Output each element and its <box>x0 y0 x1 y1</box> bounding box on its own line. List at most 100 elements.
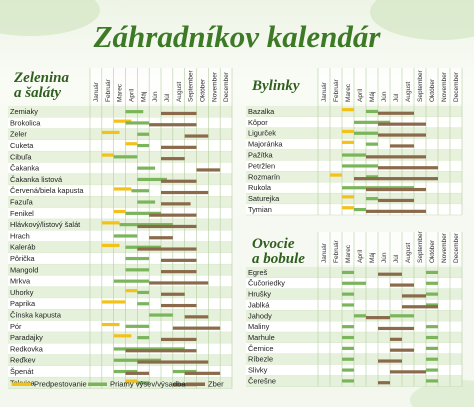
activity-bar <box>137 360 209 364</box>
row-name: Paprika <box>10 299 36 308</box>
activity-bar <box>390 144 414 148</box>
row-name: Bazalka <box>248 107 275 116</box>
month-label: Január <box>321 81 328 102</box>
activity-bar <box>390 283 414 287</box>
activity-bar <box>330 173 342 177</box>
month-label: August <box>176 82 183 102</box>
activity-bar <box>137 177 167 182</box>
row-name: Čerešne <box>248 376 276 385</box>
activity-bar <box>378 133 426 137</box>
row-name: Čakanka <box>10 164 40 173</box>
activity-bar <box>184 371 221 375</box>
row-name: Zeler <box>10 130 27 139</box>
month-label: November <box>441 71 448 102</box>
activity-bar <box>426 270 438 275</box>
leaf-decoration <box>370 0 474 40</box>
row-name: Hlávkový/listový šalát <box>10 220 80 229</box>
activity-bar <box>354 207 366 212</box>
activity-bar <box>184 315 209 319</box>
row-background <box>8 185 232 197</box>
activity-bar <box>342 195 354 199</box>
activity-bar <box>149 213 197 217</box>
activity-bar <box>426 379 438 383</box>
month-label: Február <box>333 239 340 263</box>
month-label: December <box>223 71 230 102</box>
legend-swatch <box>186 382 205 386</box>
activity-bar <box>161 111 197 116</box>
activity-bar <box>184 134 209 138</box>
month-label: Október <box>199 78 206 102</box>
row-name: Pažítka <box>248 151 274 160</box>
month-label: Máj <box>140 92 147 102</box>
activity-bar <box>378 272 402 276</box>
activity-bar <box>137 143 150 148</box>
activity-bar <box>426 357 438 361</box>
row-name: Cibuľa <box>10 152 32 161</box>
activity-bar <box>378 198 414 203</box>
activity-bar <box>342 186 414 190</box>
legend-label: Priamy výsev/výsadba <box>110 380 186 389</box>
month-label: November <box>441 232 448 263</box>
activity-bar <box>149 123 197 127</box>
activity-bar <box>342 108 354 112</box>
row-name: Mangold <box>10 265 38 274</box>
row-name: Čučoriedky <box>248 279 285 288</box>
activity-bar <box>426 368 438 372</box>
activity-bar <box>125 349 197 353</box>
activity-bar <box>113 209 126 214</box>
month-label: December <box>453 71 460 102</box>
month-label: Apríl <box>357 88 364 102</box>
row-name: Zemiaky <box>10 107 38 116</box>
activity-bar <box>125 268 150 272</box>
activity-bar <box>342 379 354 383</box>
activity-bar <box>137 224 197 229</box>
month-label: Máj <box>369 92 376 102</box>
row-name: Červená/biela kapusta <box>10 186 84 195</box>
month-label: Júl <box>393 254 400 263</box>
activity-bar <box>149 313 173 317</box>
row-name: Maliny <box>248 322 270 331</box>
activity-bar <box>342 281 366 285</box>
row-name: Reďkev <box>10 356 36 365</box>
activity-bar <box>378 359 402 363</box>
month-label: Október <box>429 239 436 263</box>
row-background <box>8 264 232 276</box>
activity-bar <box>378 381 390 385</box>
activity-bar <box>366 209 426 213</box>
month-label: Júl <box>393 93 400 102</box>
activity-bar <box>342 153 366 157</box>
month-label: December <box>453 232 460 263</box>
activity-bar <box>342 140 354 144</box>
activity-bar <box>113 187 132 191</box>
row-name: Čakanka listová <box>10 175 63 184</box>
row-name: Kôpor <box>248 118 268 127</box>
month-label: Jún <box>381 91 388 102</box>
activity-bar <box>125 324 150 328</box>
row-name: Marhule <box>248 333 275 342</box>
activity-bar <box>137 247 197 251</box>
month-label: September <box>417 69 424 102</box>
row-background <box>8 252 232 265</box>
row-name: Ligurček <box>248 129 276 138</box>
activity-bar <box>426 325 438 329</box>
activity-bar <box>113 279 150 283</box>
activity-bar <box>113 119 132 123</box>
leaf-decoration <box>0 0 100 36</box>
activity-bar <box>366 175 378 179</box>
activity-bar <box>101 243 120 248</box>
activity-bar <box>342 270 354 275</box>
activity-bar <box>342 357 354 361</box>
row-name: Slivky <box>248 366 268 375</box>
activity-bar <box>113 234 138 238</box>
row-name: Špenát <box>10 367 33 376</box>
row-background <box>8 106 232 118</box>
activity-bar <box>342 335 354 340</box>
activity-bar <box>113 155 138 159</box>
row-name: Čínska kapusta <box>10 311 62 320</box>
month-label: Január <box>93 81 100 102</box>
activity-bar <box>125 289 138 293</box>
activity-bar <box>366 142 378 146</box>
row-background <box>8 309 232 321</box>
month-label: Marec <box>345 244 352 263</box>
month-label: August <box>405 82 412 102</box>
